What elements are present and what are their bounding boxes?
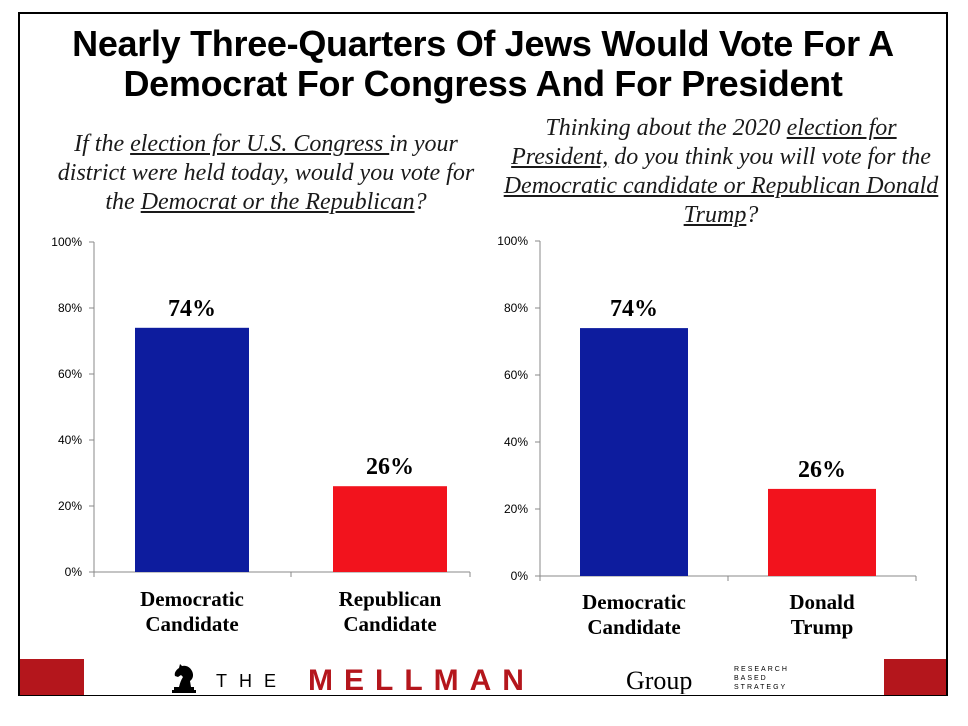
mellman-logo: THE MELLMAN Group RESEARCH BASED STRATEG… (172, 664, 789, 694)
right-data-label-2: 26% (798, 457, 846, 483)
question-right-text-2: do you think you will vote for the (608, 144, 931, 170)
question-right-text-3: ? (746, 202, 759, 228)
left-y-tick-label: 80% (58, 301, 82, 315)
logo-the: THE (216, 671, 288, 691)
left-y-tick-label: 40% (58, 433, 82, 447)
logo-group: Group (626, 666, 692, 694)
footer-logo-panel (84, 659, 884, 695)
logo-tagline-3: STRATEGY (734, 684, 787, 691)
question-left-text-3: ? (414, 189, 427, 215)
right-y-tick-label: 80% (504, 301, 528, 315)
logo-mellman: MELLMAN (308, 664, 535, 694)
right-y-tick-label: 60% (504, 368, 528, 382)
right-bar-1 (580, 328, 688, 576)
right-category-label-1: Candidate (587, 615, 680, 639)
logo-tagline-2: BASED (734, 675, 768, 682)
right-y-tick-label: 0% (511, 569, 529, 583)
question-right-text-1: Thinking about the 2020 (545, 115, 787, 141)
left-data-label-1: 74% (168, 296, 216, 322)
left-bar-2 (333, 486, 447, 572)
right-category-label-2: Donald (789, 590, 855, 614)
left-category-label-2: Republican (339, 587, 442, 611)
right-bar-2 (768, 488, 876, 576)
slide-title: Nearly Three-Quarters Of Jews Would Vote… (72, 23, 894, 104)
left-y-tick-label: 60% (58, 367, 82, 381)
question-left-underline-2: Democrat or the Republican (140, 189, 415, 215)
knight-icon (172, 664, 196, 693)
question-left-text-1: If the (74, 131, 131, 157)
left-y-tick-label: 0% (65, 565, 83, 579)
left-bar-1 (135, 327, 249, 572)
question-left: If the election for U.S. Congress in you… (46, 130, 486, 217)
left-category-label-1: Democratic (140, 587, 244, 611)
left-category-label-2: Candidate (343, 612, 436, 636)
left-y-tick-label: 100% (51, 235, 82, 249)
left-category-label-1: Candidate (145, 612, 238, 636)
left-data-label-2: 26% (366, 454, 414, 480)
question-left-underline-1: election for U.S. Congress (130, 131, 390, 157)
question-right-underline-2: Democratic candidate or Republican Donal… (503, 173, 939, 228)
right-y-tick-label: 40% (504, 435, 528, 449)
question-left-text-2: in your district were held today, would … (57, 131, 475, 215)
question-right: Thinking about the 2020 election for Pre… (496, 114, 946, 230)
left-y-tick-label: 20% (58, 499, 82, 513)
logo-tagline-1: RESEARCH (734, 666, 789, 673)
right-y-tick-label: 20% (504, 502, 528, 516)
right-category-label-1: Democratic (582, 590, 686, 614)
question-right-underline-1: election for President, (511, 115, 897, 170)
right-y-tick-label: 100% (497, 234, 528, 248)
right-category-label-2: Trump (791, 615, 854, 639)
right-data-label-1: 74% (610, 296, 658, 322)
